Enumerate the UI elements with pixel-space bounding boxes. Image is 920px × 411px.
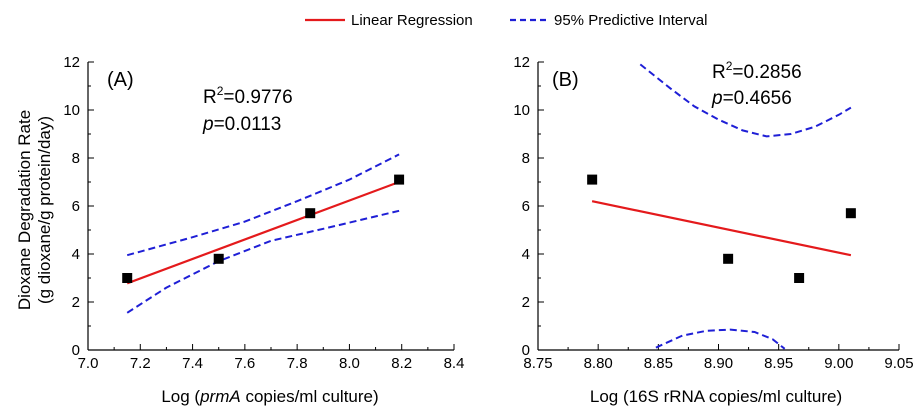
panel-a-xlabel-prefix: Log ( [161, 387, 200, 406]
panel-b-y-tick-label: 2 [522, 294, 530, 311]
panel-b-label: (B) [552, 69, 579, 91]
panel-a-y-tick-label: 10 [63, 102, 80, 119]
legend: Linear Regression 95% Predictive Interva… [305, 12, 707, 29]
panel-a-p: p=0.0113 [202, 114, 281, 135]
panel-a-r2-sup: 2 [217, 84, 224, 98]
panel-b-y-tick-label: 12 [513, 54, 530, 71]
panel-a-label: (A) [107, 69, 134, 91]
panel-b-y-tick-label: 4 [522, 246, 530, 263]
panel-b-y-tick-label: 10 [513, 102, 530, 119]
panel-b-interval-upper [639, 63, 852, 138]
panel-b: 8.75 8.80 8.85 8.90 8.95 9.00 9.05 0 2 4 6 8 10 12 (B… [513, 54, 913, 406]
legend-regression-label: Linear Regression [351, 12, 473, 29]
panel-b-r2-label: R [712, 62, 726, 83]
panel-a-p-label: p [202, 114, 214, 135]
panel-a-interval-lower [126, 209, 400, 314]
panel-b-axes: 8.75 8.80 8.85 8.90 8.95 9.00 9.05 0 2 4 6 8 10 12 [513, 54, 913, 372]
panel-b-x-tick-label: 8.85 [644, 355, 673, 372]
panel-b-data-point [587, 174, 598, 185]
panel-b-regression-line [591, 200, 852, 257]
panel-b-x-tick-label: 8.95 [764, 355, 793, 372]
panel-b-r2-sup: 2 [726, 59, 733, 73]
panel-a-y-tick-label: 4 [72, 246, 80, 263]
panel-b-x-tick-label: 9.05 [884, 355, 913, 372]
panel-b-data-point [794, 273, 805, 283]
panel-a-x-tick-label: 7.6 [234, 355, 255, 372]
panel-a-r2-label: R [203, 87, 217, 108]
panel-a-x-tick-label: 7.4 [182, 355, 203, 372]
panel-b-x-tick-label: 9.00 [824, 355, 853, 372]
y-axis-title: Dioxane Degradation Rate (g dioxane/g pr… [15, 110, 54, 310]
panel-a-y-tick-label: 8 [72, 150, 80, 167]
panel-a-r2-value: =0.9776 [223, 87, 292, 108]
panel-a-r2: R2=0.9776 [203, 84, 293, 108]
panel-b-series [587, 63, 856, 350]
panel-b-data-point [845, 208, 856, 219]
legend-interval-label: 95% Predictive Interval [554, 12, 707, 29]
panel-a-series [122, 153, 405, 314]
panel-a-x-tick-label: 8.2 [391, 355, 412, 372]
panel-b-r2-value: =0.2856 [732, 62, 801, 83]
panel-a-axes: 7.0 7.2 7.4 7.6 7.8 8.0 8.2 8.4 0 2 4 6 8 10 12 [63, 54, 464, 372]
panel-a-interval-upper [126, 153, 400, 257]
panel-b-x-tick-label: 8.80 [584, 355, 613, 372]
panel-a-y-tick-label: 12 [63, 54, 80, 71]
panel-b-y-tick-label: 0 [522, 342, 530, 359]
panel-b-y-tick-label: 6 [522, 198, 530, 215]
panel-b-p-label: p [711, 88, 723, 109]
panel-b-p-value: =0.4656 [723, 88, 792, 109]
panel-a-xlabel-suffix: copies/ml culture) [241, 387, 379, 406]
panel-a-regression-line [126, 180, 400, 285]
panel-b-interval-lower [655, 328, 786, 350]
panel-b-x-axis-title: Log (16S rRNA copies/ml culture) [590, 387, 842, 406]
panel-a-x-tick-label: 8.0 [339, 355, 360, 372]
y-axis-title-line1: Dioxane Degradation Rate [15, 110, 34, 310]
panel-a-x-axis-title: Log (prmA copies/ml culture) [161, 387, 378, 406]
panel-b-p: p=0.4656 [711, 88, 792, 109]
panel-a-x-tick-label: 7.8 [287, 355, 308, 372]
panel-b-data-point [723, 253, 734, 264]
panel-a-y-tick-label: 0 [72, 342, 80, 359]
panel-b-x-tick-label: 8.90 [704, 355, 733, 372]
panel-a-data-point [305, 208, 316, 219]
y-axis-title-line2: (g dioxane/g protein/day) [35, 116, 54, 304]
panel-a-x-tick-label: 8.4 [444, 355, 465, 372]
panel-a-x-tick-label: 7.0 [78, 355, 99, 372]
panel-a-p-value: =0.0113 [214, 114, 282, 135]
panel-b-r2: R2=0.2856 [712, 59, 802, 83]
panel-a-data-point [394, 174, 405, 185]
panel-a-xlabel-italic: prmA [199, 387, 241, 406]
panel-a-y-tick-label: 2 [72, 294, 80, 311]
panel-a-data-point [122, 273, 133, 283]
panel-a-data-point [213, 253, 224, 264]
panel-a-y-tick-label: 6 [72, 198, 80, 215]
panel-b-y-tick-label: 8 [522, 150, 530, 167]
panel-b-x-tick-label: 8.75 [523, 355, 552, 372]
panel-a-x-tick-label: 7.2 [130, 355, 151, 372]
